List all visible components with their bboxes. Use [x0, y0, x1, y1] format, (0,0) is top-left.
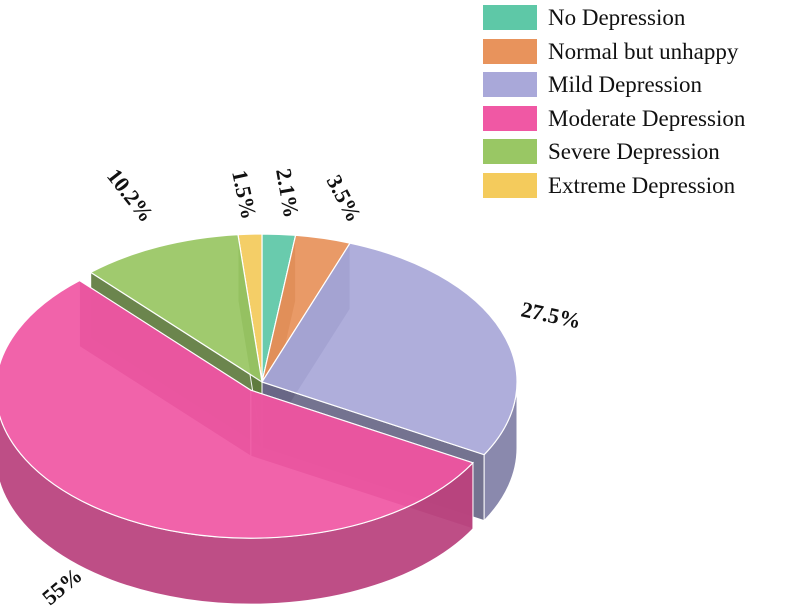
slice-percent-label: 3.5%: [322, 171, 367, 226]
legend: No Depression Normal but unhappy Mild De…: [482, 1, 784, 202]
legend-item: Moderate Depression: [482, 102, 784, 136]
legend-swatch: [482, 104, 538, 132]
legend-label: Normal but unhappy: [548, 38, 739, 64]
legend-label: No Depression: [548, 5, 686, 31]
legend-swatch: [482, 138, 538, 166]
legend-swatch: [482, 171, 538, 199]
slice-percent-label: 27.5%: [519, 296, 583, 333]
slice-percent-label: 55%: [37, 562, 87, 609]
slice-percent-label: 2.1%: [271, 167, 304, 220]
legend-item: Normal but unhappy: [482, 35, 784, 69]
legend-item: No Depression: [482, 1, 784, 35]
slice-percent-label: 1.5%: [227, 168, 262, 222]
legend-item: Severe Depression: [482, 135, 784, 169]
legend-label: Severe Depression: [548, 139, 720, 165]
legend-label: Moderate Depression: [548, 105, 746, 131]
legend-swatch: [482, 4, 538, 32]
slice-top: [0, 279, 475, 539]
legend-label: Mild Depression: [548, 72, 702, 98]
slice-top: [89, 234, 263, 384]
legend-swatch: [482, 71, 538, 99]
legend-item: Mild Depression: [482, 68, 784, 102]
legend-label: Extreme Depression: [548, 172, 736, 198]
slice-top: [261, 242, 518, 456]
slice-percent-label: 10.2%: [102, 164, 159, 227]
pie-slices: [0, 233, 518, 605]
pie-slice: [0, 279, 475, 605]
legend-swatch: [482, 37, 538, 65]
legend-item: Extreme Depression: [482, 169, 784, 203]
